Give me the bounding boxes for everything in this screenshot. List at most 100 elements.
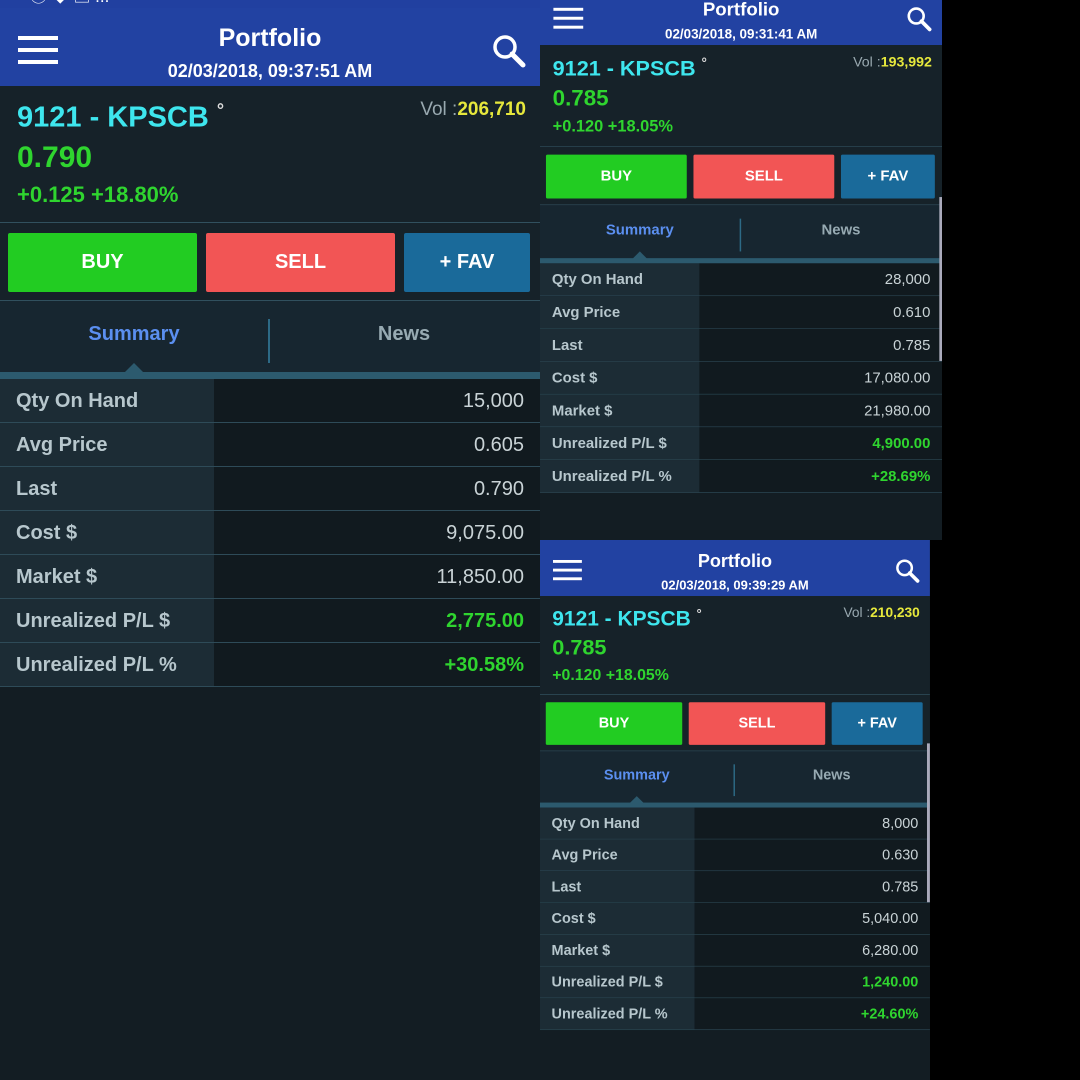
table-row: Qty On Hand 15,000: [0, 379, 540, 423]
active-tab-caret: [629, 796, 644, 804]
search-icon[interactable]: [895, 559, 920, 584]
status-right: 99% ▮ 09:37: [415, 0, 510, 4]
table-row: Cost $ 9,075.00: [0, 511, 540, 555]
sell-button[interactable]: SELL: [688, 702, 826, 745]
table-row: Market $ 11,850.00: [0, 555, 540, 599]
tab-summary[interactable]: Summary: [605, 221, 674, 239]
menu-icon[interactable]: [553, 7, 584, 30]
tab-news[interactable]: News: [812, 767, 851, 784]
row-label: Qty On Hand: [540, 263, 700, 296]
tab-divider: [268, 319, 270, 363]
table-row: Last 0.785: [540, 871, 930, 903]
table-row: Market $ 6,280.00: [540, 934, 930, 967]
row-label: Unrealized P/L $: [540, 427, 700, 460]
symbol-text: 9121 - KPSCB: [552, 607, 691, 631]
row-value: 0.785: [699, 328, 942, 361]
row-label: Qty On Hand: [540, 807, 695, 839]
row-value: 0.785: [694, 871, 930, 903]
volume-label: Vol :: [843, 605, 871, 621]
table-row: Cost $ 17,080.00: [540, 361, 942, 395]
row-label: Market $: [0, 555, 214, 598]
status-left: ⓑ ◆ ▣ ...: [30, 0, 109, 6]
screenshot-1: ⓑ ◆ ▣ ... 99% ▮ 09:37 Portfolio 02/03/201…: [0, 0, 540, 1080]
symbol-mark: °: [696, 606, 702, 621]
volume: Vol :193,992: [853, 55, 932, 71]
stock-symbol: 9121 - KPSCB °: [17, 100, 224, 135]
quote-section: 9121 - KPSCB ° 0.790 +0.125 +18.80% Vol :…: [0, 86, 540, 223]
tab-summary[interactable]: Summary: [88, 323, 180, 345]
table-row: Avg Price 0.630: [540, 839, 930, 872]
search-icon[interactable]: [907, 6, 932, 32]
action-bar: BUY SELL + FAV: [540, 147, 942, 206]
tab-divider: [739, 218, 742, 252]
row-label: Last: [540, 871, 695, 903]
active-tab-caret: [124, 363, 144, 373]
row-value: +24.60%: [694, 998, 930, 1030]
row-value: 8,000: [694, 807, 930, 839]
row-value: 9,075.00: [214, 511, 540, 554]
row-label: Cost $: [0, 511, 214, 554]
search-icon[interactable]: [492, 34, 526, 68]
scrollbar[interactable]: [926, 743, 930, 903]
row-value: 0.610: [699, 296, 942, 329]
app-header: Portfolio 02/03/2018, 09:37:51 AM: [0, 8, 540, 86]
quote-section: 9121 - KPSCB ° 0.785 +0.120 +18.05% Vol :…: [540, 45, 942, 148]
table-row: Unrealized P/L % +30.58%: [0, 643, 540, 687]
table-row: Last 0.785: [540, 328, 942, 362]
table-row: Unrealized P/L $ 2,775.00: [0, 599, 540, 643]
tab-news[interactable]: News: [821, 221, 861, 239]
tab-bar: Summary News: [540, 751, 930, 808]
row-label: Last: [540, 328, 700, 361]
buy-button[interactable]: BUY: [545, 154, 687, 199]
tab-bar: Summary News: [0, 301, 540, 379]
page-title: Portfolio: [702, 0, 780, 20]
symbol-text: 9121 - KPSCB: [552, 56, 696, 81]
tab-underline: [0, 372, 540, 379]
table-row: Avg Price 0.605: [0, 423, 540, 467]
last-price: 0.785: [552, 86, 609, 111]
row-label: Unrealized P/L $: [0, 599, 214, 642]
screenshot-2: Portfolio 02/03/2018, 09:31:41 AM 9121 -…: [540, 0, 942, 540]
menu-icon[interactable]: [552, 559, 582, 582]
add-favorite-button[interactable]: + FAV: [831, 702, 923, 745]
row-value: 1,240.00: [694, 966, 930, 998]
volume-value: 206,710: [457, 99, 526, 120]
row-label: Unrealized P/L %: [0, 643, 214, 686]
scrollbar[interactable]: [939, 197, 942, 361]
action-bar: BUY SELL + FAV: [0, 223, 540, 301]
buy-button[interactable]: BUY: [545, 702, 683, 745]
row-label: Last: [0, 467, 214, 510]
sell-button[interactable]: SELL: [206, 233, 395, 292]
row-value: 0.630: [694, 839, 930, 871]
table-row: Unrealized P/L % +24.60%: [540, 998, 930, 1031]
menu-icon[interactable]: [18, 36, 58, 66]
row-label: Unrealized P/L %: [540, 998, 695, 1030]
summary-table: Qty On Hand 15,000 Avg Price 0.605 Last …: [0, 379, 540, 687]
row-value: 21,980.00: [699, 394, 942, 427]
tab-news[interactable]: News: [377, 323, 431, 345]
screenshot-3: Portfolio 02/03/2018, 09:39:29 AM 9121 -…: [540, 540, 930, 1080]
add-favorite-button[interactable]: + FAV: [840, 154, 935, 199]
row-label: Cost $: [540, 361, 700, 394]
row-value: 28,000: [699, 263, 942, 296]
row-value: 4,900.00: [699, 427, 942, 460]
volume-value: 193,992: [880, 54, 932, 71]
tab-summary[interactable]: Summary: [603, 767, 670, 784]
app-header: Portfolio 02/03/2018, 09:31:41 AM: [540, 0, 942, 46]
row-value: 11,850.00: [214, 555, 540, 598]
page-title: Portfolio: [697, 551, 773, 572]
active-tab-caret: [632, 251, 648, 259]
table-row: Last 0.790: [0, 467, 540, 511]
price-change: +0.120 +18.05%: [552, 116, 673, 136]
stock-symbol: 9121 - KPSCB °: [553, 56, 707, 82]
row-label: Avg Price: [540, 839, 695, 871]
buy-button[interactable]: BUY: [8, 233, 197, 292]
add-favorite-button[interactable]: + FAV: [404, 233, 530, 292]
volume-value: 210,230: [870, 605, 920, 621]
row-value: +28.69%: [699, 460, 942, 493]
row-label: Market $: [540, 934, 695, 966]
quote-section: 9121 - KPSCB ° 0.785 +0.120 +18.05% Vol :…: [540, 596, 930, 696]
sell-button[interactable]: SELL: [693, 154, 835, 199]
price-change: +0.125 +18.80%: [17, 182, 179, 207]
tab-divider: [733, 764, 735, 797]
